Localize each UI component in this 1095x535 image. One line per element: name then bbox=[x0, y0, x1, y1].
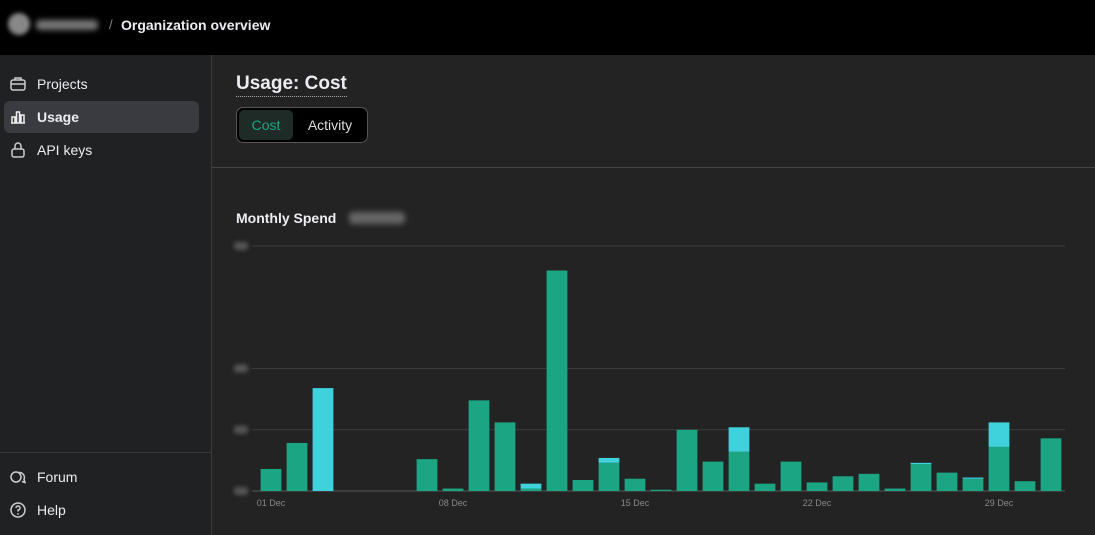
nav-label: Usage bbox=[37, 109, 80, 125]
icon bbox=[10, 471, 26, 484]
bar bbox=[1014, 481, 1036, 491]
tick-label-redacted bbox=[234, 242, 248, 250]
bar bbox=[962, 477, 984, 479]
bar bbox=[988, 446, 1010, 491]
bar bbox=[728, 451, 750, 491]
breadcrumb[interactable]: Organization overview bbox=[121, 17, 271, 33]
icon bbox=[10, 77, 26, 91]
bar bbox=[780, 461, 802, 491]
x-tick-label: 01 Dec bbox=[257, 498, 286, 508]
bar bbox=[1040, 438, 1062, 491]
bar bbox=[754, 483, 776, 491]
tick-label-redacted bbox=[234, 487, 248, 495]
bar bbox=[312, 388, 334, 491]
nav-label: Help bbox=[37, 502, 66, 518]
bar bbox=[520, 488, 542, 491]
org-avatar[interactable] bbox=[8, 13, 30, 35]
bar bbox=[260, 468, 282, 491]
nav-usage[interactable]: Usage bbox=[4, 101, 199, 133]
icon bbox=[11, 142, 25, 158]
bar bbox=[884, 488, 906, 491]
x-tick-label: 08 Dec bbox=[439, 498, 468, 508]
bar bbox=[858, 473, 880, 491]
separator: / bbox=[109, 17, 113, 32]
x-tick-label: 29 Dec bbox=[985, 498, 1014, 508]
tick-label-redacted bbox=[234, 364, 248, 373]
x-tick-label: 15 Dec bbox=[621, 498, 650, 508]
bar bbox=[988, 422, 1010, 447]
amount-redacted bbox=[349, 212, 405, 224]
nav-label: Forum bbox=[37, 469, 78, 485]
tab-cost[interactable]: Cost bbox=[239, 110, 293, 140]
tab-activity[interactable]: Activity bbox=[307, 117, 353, 133]
bar bbox=[286, 442, 308, 491]
bar bbox=[468, 400, 490, 491]
org-name-redacted[interactable] bbox=[36, 20, 98, 30]
nav-label: API keys bbox=[37, 142, 93, 158]
icon bbox=[11, 111, 25, 124]
bar bbox=[962, 478, 984, 491]
bar bbox=[546, 270, 568, 491]
tick-label-redacted bbox=[234, 425, 248, 434]
page-header: Usage: Cost Cost Activity bbox=[212, 55, 1095, 168]
icon bbox=[10, 502, 26, 518]
bar bbox=[910, 462, 932, 465]
tabs: Cost Activity bbox=[236, 107, 368, 143]
bar bbox=[494, 422, 516, 491]
bar bbox=[624, 478, 646, 491]
nav-projects[interactable]: Projects bbox=[4, 68, 199, 100]
bar bbox=[806, 482, 828, 491]
bar bbox=[832, 476, 854, 491]
bar bbox=[520, 483, 542, 489]
sidebar: Projects Usage API keys Forum Help bbox=[0, 55, 212, 535]
bar bbox=[598, 457, 620, 463]
x-tick-label: 22 Dec bbox=[803, 498, 832, 508]
bar bbox=[572, 479, 594, 491]
divider bbox=[0, 452, 211, 453]
chart: Monthly Spend 01 Dec 08 Dec 15 Dec 22 Dec 29… bbox=[234, 210, 1065, 508]
bar bbox=[728, 427, 750, 452]
top-bar: / Organization overview bbox=[0, 0, 1095, 55]
chart-title: Monthly Spend bbox=[236, 210, 336, 226]
nav-forum[interactable]: Forum bbox=[4, 461, 199, 493]
bar bbox=[910, 464, 932, 491]
bar bbox=[416, 459, 438, 491]
nav-api-keys[interactable]: API keys bbox=[4, 134, 199, 166]
nav-label: Projects bbox=[37, 76, 88, 92]
page-title: Usage: Cost bbox=[236, 73, 347, 97]
bar bbox=[650, 489, 672, 491]
bar bbox=[936, 472, 958, 491]
main: Usage: Cost Cost Activity bbox=[212, 55, 1095, 535]
bar bbox=[676, 429, 698, 491]
bar bbox=[702, 461, 724, 491]
bar bbox=[442, 488, 464, 491]
nav-help[interactable]: Help bbox=[4, 494, 199, 526]
bar bbox=[598, 462, 620, 491]
